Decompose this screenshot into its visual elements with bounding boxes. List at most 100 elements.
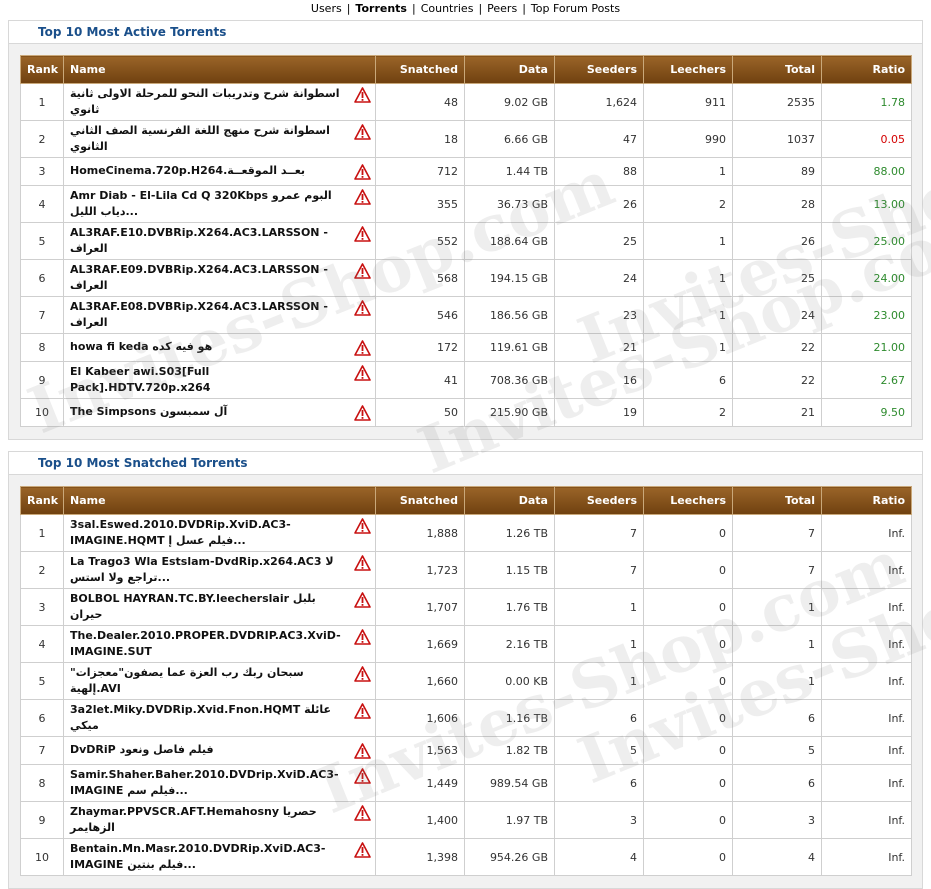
nav-link[interactable]: Torrents xyxy=(342,2,407,15)
value-cell: 712 xyxy=(375,157,465,186)
torrent-link[interactable]: El Kabeer awi.S03[Full Pack].HDTV.720p.x… xyxy=(70,365,211,394)
value-cell: 1 xyxy=(643,333,733,362)
value-cell: 24 xyxy=(554,259,644,297)
nav-link[interactable]: Top Forum Posts xyxy=(517,2,620,15)
name-wrap: La Trago3 Wla Estslam-DvdRip.x264.AC3 لا… xyxy=(70,554,371,586)
torrent-row: 3 BOLBOL HAYRAN.TC.BY.leecherslair بلبل ح… xyxy=(20,588,912,626)
nav-bar: UsersTorrentsCountriesPeersTop Forum Pos… xyxy=(0,0,931,18)
torrent-link[interactable]: Bentain.Mn.Masr.2010.DVDRip.XviD.AC3-IMA… xyxy=(70,842,326,871)
value-cell: 3 xyxy=(732,801,822,839)
rank-cell: 4 xyxy=(20,185,64,223)
name-cell: Zhaymar.PPVSCR.AFT.Hemahosny حصريا الزها… xyxy=(63,801,376,839)
warning-icon xyxy=(354,592,371,608)
name-wrap: DvDRiP فيلم فاصل ونعود xyxy=(70,742,371,759)
value-cell: Inf. xyxy=(821,588,912,626)
name-wrap: اسطوانة شرح منهج اللغة الفرنسية الصف الث… xyxy=(70,123,371,155)
torrent-link[interactable]: La Trago3 Wla Estslam-DvdRip.x264.AC3 لا… xyxy=(70,555,334,584)
rank-cell: 2 xyxy=(20,551,64,589)
value-cell: 1,660 xyxy=(375,662,465,700)
rank-cell: 8 xyxy=(20,333,64,362)
value-cell: 0 xyxy=(643,514,733,552)
value-cell: 1,669 xyxy=(375,625,465,663)
value-cell: 1,398 xyxy=(375,838,465,876)
torrent-link[interactable]: DvDRiP فيلم فاصل ونعود xyxy=(70,743,214,756)
value-cell: 0 xyxy=(643,625,733,663)
torrent-row: 3 HomeCinema.720p.H264.بعــد الموقعــة 712… xyxy=(20,157,912,186)
torrent-link[interactable]: The.Dealer.2010.PROPER.DVDRIP.AC3.XviD-I… xyxy=(70,629,341,658)
value-cell: Inf. xyxy=(821,662,912,700)
torrent-row: 6 3a2let.Miky.DVDRip.Xvid.Fnon.HQMT عائلة… xyxy=(20,699,912,737)
column-header: Seeders xyxy=(554,55,644,84)
rank-cell: 5 xyxy=(20,662,64,700)
header-row: Rank Name Snatched Data Seeders Leechers Total… xyxy=(20,486,912,515)
rank-cell: 2 xyxy=(20,120,64,158)
value-cell: 2 xyxy=(643,398,733,427)
content: Top 10 Most Active Torrents Rank Name Snatc… xyxy=(0,20,931,889)
rank-cell: 3 xyxy=(20,588,64,626)
warning-icon xyxy=(354,842,371,858)
rank-cell: 6 xyxy=(20,699,64,737)
torrent-link[interactable]: howa fi keda هو فيه كده xyxy=(70,340,213,353)
value-cell: 186.56 GB xyxy=(464,296,555,334)
name-wrap: Samir.Shaher.Baher.2010.DVDrip.XviD.AC3-… xyxy=(70,767,371,799)
name-cell: Bentain.Mn.Masr.2010.DVDRip.XviD.AC3-IMA… xyxy=(63,838,376,876)
torrent-link[interactable]: Amr Diab - El-Lila Cd Q 320Kbps البوم عم… xyxy=(70,189,332,218)
nav-link[interactable]: Peers xyxy=(473,2,517,15)
name-wrap: AL3RAF.E09.DVBRip.X264.AC3.LARSSON - الع… xyxy=(70,262,371,294)
value-cell: 9.50 xyxy=(821,398,912,427)
torrent-link[interactable]: Zhaymar.PPVSCR.AFT.Hemahosny حصريا الزها… xyxy=(70,805,317,834)
name-wrap: howa fi keda هو فيه كده xyxy=(70,339,371,356)
value-cell: 1,707 xyxy=(375,588,465,626)
warning-icon xyxy=(354,340,371,356)
value-cell: 9.02 GB xyxy=(464,83,555,121)
torrent-table: Rank Name Snatched Data Seeders Leechers Total… xyxy=(20,486,912,876)
torrent-link[interactable]: The Simpsons آل سمبسون xyxy=(70,405,228,418)
column-header: Rank xyxy=(20,486,64,515)
warning-icon xyxy=(354,189,371,205)
value-cell: 0 xyxy=(643,838,733,876)
torrent-link[interactable]: Samir.Shaher.Baher.2010.DVDrip.XviD.AC3-… xyxy=(70,768,339,797)
nav-link[interactable]: Users xyxy=(310,2,342,15)
value-cell: 7 xyxy=(732,514,822,552)
column-header: Snatched xyxy=(375,486,465,515)
rank-cell: 1 xyxy=(20,83,64,121)
torrent-link[interactable]: "سبحان ربك رب العزة عما يصفون"معجزات إله… xyxy=(70,666,304,695)
column-header: Snatched xyxy=(375,55,465,84)
torrent-link[interactable]: HomeCinema.720p.H264.بعــد الموقعــة xyxy=(70,164,306,177)
rank-cell: 1 xyxy=(20,514,64,552)
warning-icon xyxy=(354,300,371,316)
value-cell: 1.97 TB xyxy=(464,801,555,839)
torrent-link[interactable]: اسطوانة شرح منهج اللغة الفرنسية الصف الث… xyxy=(70,124,330,153)
value-cell: 7 xyxy=(554,551,644,589)
value-cell: 1,563 xyxy=(375,736,465,765)
torrent-row: 4 The.Dealer.2010.PROPER.DVDRIP.AC3.XviD-… xyxy=(20,625,912,663)
name-cell: DvDRiP فيلم فاصل ونعود xyxy=(63,736,376,765)
warning-icon xyxy=(354,518,371,534)
torrent-row: 7 DvDRiP فيلم فاصل ونعود 1,563 1.82 TB 5 0 5 In… xyxy=(20,736,912,765)
name-wrap: Zhaymar.PPVSCR.AFT.Hemahosny حصريا الزها… xyxy=(70,804,371,836)
warning-icon xyxy=(354,405,371,421)
nav-link[interactable]: Countries xyxy=(407,2,473,15)
name-wrap: BOLBOL HAYRAN.TC.BY.leecherslair بلبل حي… xyxy=(70,591,371,623)
name-cell: AL3RAF.E08.DVBRip.X264.AC3.LARSSON - الع… xyxy=(63,296,376,334)
warning-icon xyxy=(354,768,371,784)
torrent-link[interactable]: BOLBOL HAYRAN.TC.BY.leecherslair بلبل حي… xyxy=(70,592,316,621)
value-cell: 13.00 xyxy=(821,185,912,223)
value-cell: 25 xyxy=(554,222,644,260)
value-cell: 568 xyxy=(375,259,465,297)
warning-icon xyxy=(354,743,371,759)
warning-icon xyxy=(354,629,371,645)
value-cell: 1 xyxy=(732,588,822,626)
torrent-link[interactable]: AL3RAF.E09.DVBRip.X264.AC3.LARSSON - الع… xyxy=(70,263,328,292)
name-wrap: AL3RAF.E08.DVBRip.X264.AC3.LARSSON - الع… xyxy=(70,299,371,331)
torrent-row: 1 اسطوانة شرح وتدريبات النحو للمرحلة الاو… xyxy=(20,83,912,121)
torrent-link[interactable]: AL3RAF.E08.DVBRip.X264.AC3.LARSSON - الع… xyxy=(70,300,328,329)
torrent-link[interactable]: AL3RAF.E10.DVBRip.X264.AC3.LARSSON - الع… xyxy=(70,226,328,255)
torrent-link[interactable]: 3a2let.Miky.DVDRip.Xvid.Fnon.HQMT عائلة … xyxy=(70,703,331,732)
torrent-link[interactable]: اسطوانة شرح وتدريبات النحو للمرحلة الاول… xyxy=(70,87,340,116)
value-cell: Inf. xyxy=(821,625,912,663)
value-cell: 119.61 GB xyxy=(464,333,555,362)
name-cell: The.Dealer.2010.PROPER.DVDRIP.AC3.XviD-I… xyxy=(63,625,376,663)
torrent-link[interactable]: 3sal.Eswed.2010.DVDRip.XviD.AC3-IMAGINE.… xyxy=(70,518,291,547)
value-cell: 18 xyxy=(375,120,465,158)
